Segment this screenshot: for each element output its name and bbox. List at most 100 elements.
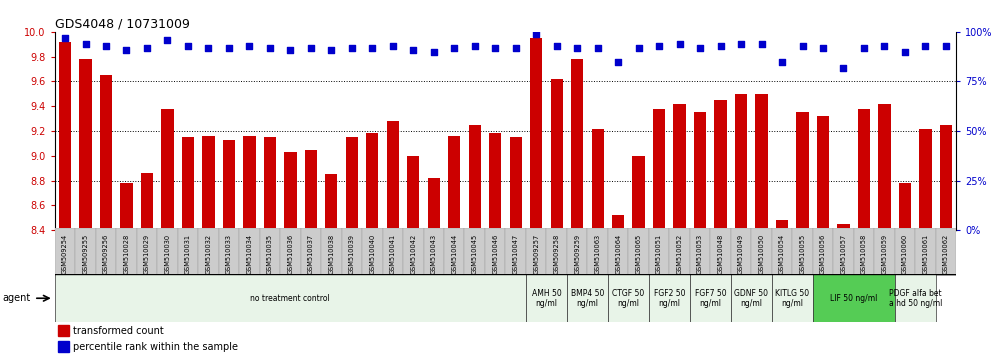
Text: LIF 50 ng/ml: LIF 50 ng/ml bbox=[830, 294, 877, 303]
Point bbox=[446, 45, 462, 51]
Point bbox=[692, 45, 708, 51]
Point bbox=[405, 47, 421, 52]
Point bbox=[630, 45, 646, 51]
Text: GSM509258: GSM509258 bbox=[554, 234, 560, 274]
Bar bbox=[669, 228, 690, 276]
Bar bbox=[161, 109, 173, 230]
Bar bbox=[510, 137, 522, 230]
Text: AMH 50
ng/ml: AMH 50 ng/ml bbox=[532, 289, 562, 308]
Point bbox=[262, 45, 278, 51]
Text: FGF2 50
ng/ml: FGF2 50 ng/ml bbox=[653, 289, 685, 308]
Bar bbox=[858, 109, 871, 230]
Point bbox=[508, 45, 524, 51]
Bar bbox=[588, 228, 608, 276]
Bar bbox=[177, 228, 198, 276]
Point bbox=[365, 45, 380, 51]
Bar bbox=[219, 228, 239, 276]
Bar bbox=[526, 274, 567, 322]
Bar bbox=[464, 228, 485, 276]
Bar bbox=[690, 274, 731, 322]
Bar bbox=[567, 274, 608, 322]
Text: GSM509259: GSM509259 bbox=[574, 234, 581, 274]
Bar bbox=[121, 183, 132, 230]
Point bbox=[221, 45, 237, 51]
Bar bbox=[468, 125, 481, 230]
Text: transformed count: transformed count bbox=[73, 326, 163, 336]
Text: GDNF 50
ng/ml: GDNF 50 ng/ml bbox=[734, 289, 768, 308]
Bar bbox=[612, 215, 624, 230]
Bar bbox=[239, 228, 260, 276]
Bar bbox=[198, 228, 219, 276]
Bar bbox=[526, 228, 547, 276]
Bar bbox=[673, 104, 686, 230]
Bar bbox=[58, 341, 69, 353]
Bar bbox=[301, 228, 321, 276]
Point bbox=[241, 43, 257, 48]
Text: GSM510051: GSM510051 bbox=[656, 234, 662, 274]
Text: GSM510053: GSM510053 bbox=[697, 234, 703, 274]
Text: GSM510037: GSM510037 bbox=[308, 234, 314, 274]
Text: GSM510057: GSM510057 bbox=[841, 234, 847, 274]
Text: GSM510061: GSM510061 bbox=[922, 234, 928, 274]
Text: FGF7 50
ng/ml: FGF7 50 ng/ml bbox=[694, 289, 726, 308]
Bar bbox=[506, 228, 526, 276]
Bar bbox=[874, 228, 894, 276]
Point bbox=[549, 43, 565, 48]
Text: GSM510042: GSM510042 bbox=[410, 234, 416, 274]
Text: agent: agent bbox=[3, 293, 31, 303]
Bar bbox=[551, 79, 563, 230]
Bar bbox=[367, 133, 378, 230]
Bar bbox=[755, 94, 768, 230]
Bar bbox=[915, 228, 935, 276]
Point bbox=[836, 65, 852, 70]
Text: GSM510064: GSM510064 bbox=[616, 234, 622, 274]
Point bbox=[283, 47, 299, 52]
Bar bbox=[751, 228, 772, 276]
Point bbox=[139, 45, 155, 51]
Bar bbox=[772, 274, 813, 322]
Bar bbox=[919, 129, 931, 230]
Text: GSM510033: GSM510033 bbox=[226, 234, 232, 274]
Text: GSM510039: GSM510039 bbox=[349, 234, 355, 274]
Bar bbox=[182, 137, 194, 230]
Bar bbox=[792, 228, 813, 276]
Bar bbox=[547, 228, 567, 276]
Text: GSM510065: GSM510065 bbox=[635, 234, 641, 274]
Point bbox=[303, 45, 319, 51]
Text: GSM510046: GSM510046 bbox=[492, 234, 498, 274]
Point bbox=[671, 41, 687, 47]
Text: PDGF alfa bet
a hd 50 ng/ml: PDGF alfa bet a hd 50 ng/ml bbox=[888, 289, 942, 308]
Text: GSM510062: GSM510062 bbox=[943, 234, 949, 274]
Bar bbox=[648, 228, 669, 276]
Text: GSM510059: GSM510059 bbox=[881, 234, 887, 274]
Bar bbox=[797, 113, 809, 230]
Text: GSM510036: GSM510036 bbox=[288, 234, 294, 274]
Bar bbox=[878, 104, 890, 230]
Bar bbox=[243, 136, 256, 230]
Text: GSM510049: GSM510049 bbox=[738, 234, 744, 274]
Text: CTGF 50
ng/ml: CTGF 50 ng/ml bbox=[613, 289, 644, 308]
Bar bbox=[136, 228, 157, 276]
Point bbox=[938, 43, 954, 48]
Point bbox=[384, 43, 400, 48]
Bar bbox=[260, 228, 280, 276]
Text: GSM510048: GSM510048 bbox=[717, 234, 723, 274]
Text: GSM510035: GSM510035 bbox=[267, 234, 273, 274]
Bar bbox=[363, 228, 382, 276]
Bar bbox=[714, 100, 727, 230]
Bar bbox=[264, 137, 276, 230]
Point bbox=[651, 43, 667, 48]
Bar bbox=[117, 228, 136, 276]
Bar bbox=[817, 116, 829, 230]
Bar bbox=[935, 228, 956, 276]
Bar bbox=[694, 113, 706, 230]
Bar bbox=[80, 59, 92, 230]
Point bbox=[200, 45, 216, 51]
Bar bbox=[427, 178, 440, 230]
Text: percentile rank within the sample: percentile rank within the sample bbox=[73, 342, 238, 352]
Bar bbox=[280, 228, 301, 276]
Bar bbox=[223, 139, 235, 230]
Bar bbox=[423, 228, 444, 276]
Text: GSM509255: GSM509255 bbox=[83, 234, 89, 274]
Text: GSM509254: GSM509254 bbox=[62, 234, 68, 274]
